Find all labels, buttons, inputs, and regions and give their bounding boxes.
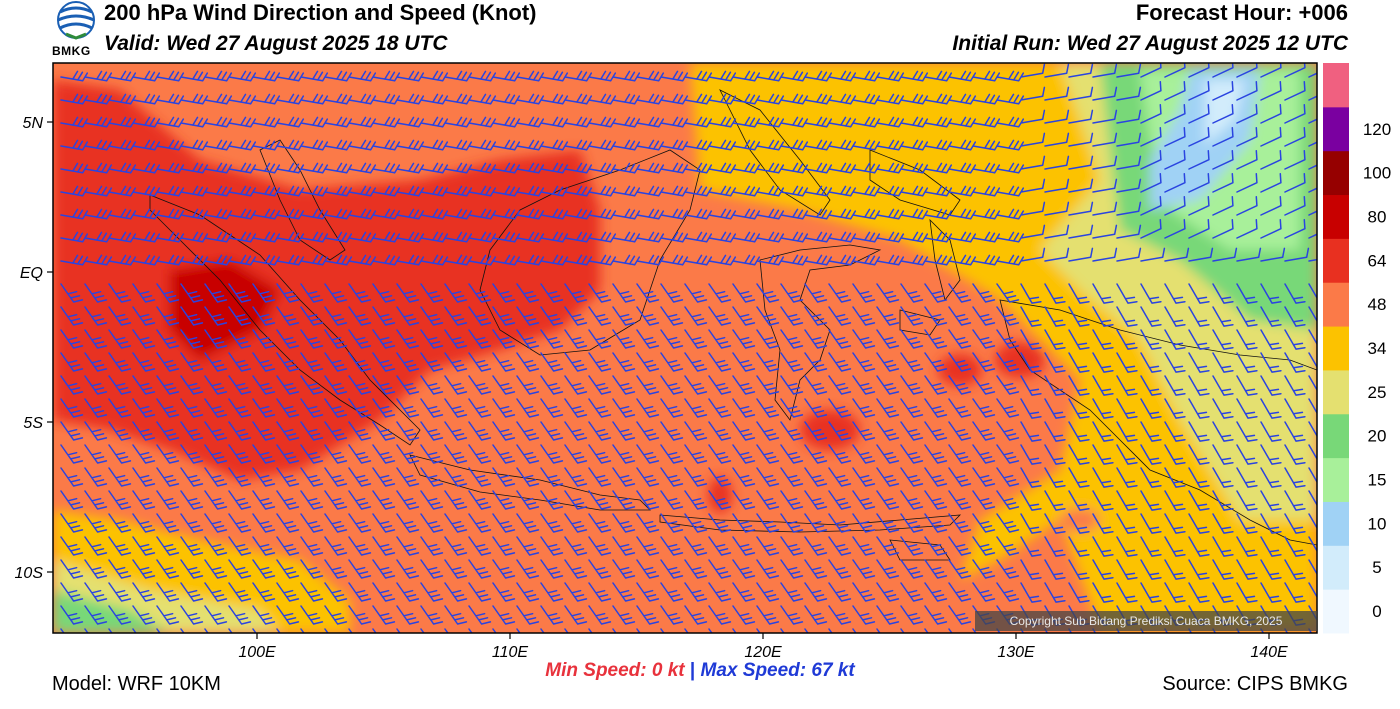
colorbar-label: 64: [1368, 251, 1387, 270]
lat-label: 10S: [15, 565, 44, 582]
barb-field: [60, 63, 1317, 633]
colorbar-swatch: [1323, 238, 1349, 283]
max-speed: Max Speed: 67 kt: [700, 660, 855, 681]
forecast-hour: Forecast Hour: +006: [1135, 0, 1348, 25]
colorbar-label: 5: [1372, 558, 1381, 577]
speed-summary: Min Speed: 0 kt | Max Speed: 67 kt: [0, 660, 1400, 682]
lat-label: 5N: [23, 115, 44, 132]
lat-label: EQ: [20, 265, 43, 282]
copyright-banner: Copyright Sub Bidang Prediksi Cuaca BMKG…: [975, 611, 1317, 631]
colorbar-label: 20: [1368, 427, 1387, 446]
lat-label: 5S: [23, 415, 43, 432]
logo-text: BMKG: [52, 44, 91, 58]
colorbar-swatch: [1323, 457, 1349, 502]
colorbar-swatch: [1323, 282, 1349, 327]
colorbar-label: 34: [1368, 339, 1387, 358]
colorbar-swatch: [1323, 369, 1349, 415]
bmkg-logo-icon: [57, 1, 95, 40]
axis-ticks: 5N EQ 5S 10S 100E 110E 120E 130E 140E: [15, 115, 1288, 661]
lon-label: 100E: [238, 644, 276, 661]
colorbar-label: 10: [1368, 514, 1387, 533]
colorbar-swatch: [1323, 413, 1349, 459]
colorbar-label: 0: [1372, 602, 1381, 621]
colorbar-swatch: [1323, 63, 1349, 108]
wind-barbs: [60, 63, 1317, 633]
model-label: Model: WRF 10KM: [52, 673, 221, 695]
colorbar-swatch: [1323, 589, 1349, 634]
colorbar-label: 120: [1363, 120, 1391, 139]
colorbar-label: 15: [1368, 471, 1387, 490]
min-speed: Min Speed: 0 kt: [545, 660, 685, 681]
initial-run: Initial Run: Wed 27 August 2025 12 UTC: [952, 32, 1348, 55]
colorbar-swatch: [1323, 194, 1349, 239]
colorbar-swatch: [1323, 501, 1349, 546]
colorbar-label: 48: [1368, 295, 1387, 314]
plot-frame: [52, 62, 1318, 634]
valid-time: Valid: Wed 27 August 2025 18 UTC: [104, 32, 448, 55]
colorbar-swatch: [1323, 326, 1349, 371]
colorbar-label: 100: [1363, 164, 1391, 183]
lon-label: 140E: [1250, 644, 1288, 661]
colorbar-label: 25: [1368, 383, 1387, 402]
source-label: Source: CIPS BMKG: [1162, 673, 1348, 695]
speed-separator: |: [689, 660, 696, 681]
colorbar-label: 80: [1368, 207, 1387, 226]
colorbar-swatch: [1323, 106, 1349, 152]
colorbar: 0 5 10 15 20 25 34 48 64 80 100 120: [1323, 63, 1391, 634]
colorbar-swatch: [1323, 545, 1349, 590]
lon-label: 130E: [997, 644, 1035, 661]
map-title: 200 hPa Wind Direction and Speed (Knot): [104, 0, 537, 25]
lon-label: 110E: [492, 644, 529, 661]
colorbar-swatch: [1323, 150, 1349, 196]
lon-label: 120E: [744, 644, 782, 661]
